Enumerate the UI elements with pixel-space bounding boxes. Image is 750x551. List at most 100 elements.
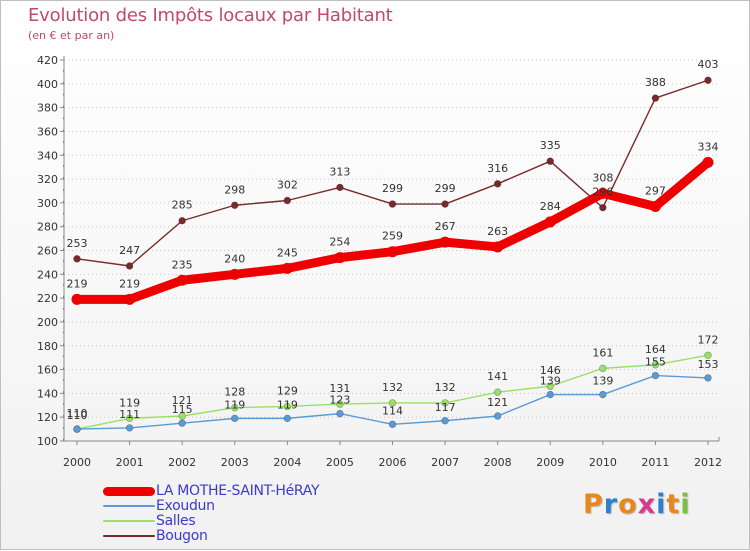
logo-letter: P — [583, 489, 604, 520]
legend-swatch — [103, 535, 155, 537]
data-point — [492, 241, 504, 253]
data-label: 153 — [698, 358, 719, 371]
data-label: 117 — [435, 401, 456, 414]
x-tick-label: 2005 — [326, 456, 354, 469]
data-point — [283, 402, 292, 411]
x-tick-label: 2002 — [168, 456, 196, 469]
data-point — [651, 361, 660, 369]
data-label: 253 — [67, 237, 88, 250]
data-label: 240 — [224, 252, 245, 265]
data-point — [231, 414, 239, 423]
y-tick-label: 340 — [37, 149, 58, 162]
data-point — [125, 424, 134, 432]
data-point — [388, 200, 397, 208]
data-point — [231, 201, 239, 209]
chart-title: Evolution des Impôts locaux par Habitant — [28, 5, 393, 26]
x-tick-label: 2009 — [536, 456, 564, 469]
data-label: 335 — [540, 139, 561, 152]
y-tick-label: 360 — [37, 125, 58, 138]
data-label: 141 — [487, 370, 508, 383]
y-tick-label: 300 — [37, 197, 58, 210]
y-tick-label: 240 — [37, 268, 58, 281]
data-label: 308 — [592, 171, 613, 184]
data-point — [283, 196, 292, 205]
series-la-mothe-saint-h-ray — [71, 156, 714, 305]
data-label: 299 — [435, 182, 456, 195]
data-point — [439, 236, 451, 248]
chart-subtitle: (en € et par an) — [28, 29, 115, 42]
data-point — [388, 399, 397, 407]
logo-letter: x — [637, 489, 657, 520]
data-point — [651, 371, 660, 380]
proxiti-logo: Proxiti — [583, 489, 691, 520]
data-label: 114 — [382, 404, 403, 417]
logo-letter: i — [680, 489, 691, 520]
x-tick-label: 2006 — [379, 456, 407, 469]
y-tick-label: 120 — [37, 411, 58, 424]
x-tick-label: 2001 — [116, 456, 144, 469]
data-label: 299 — [382, 182, 403, 195]
data-label: 298 — [224, 183, 245, 196]
data-label: 302 — [277, 178, 298, 191]
data-point — [599, 203, 607, 212]
data-point — [178, 217, 186, 225]
data-point — [73, 425, 81, 433]
data-point — [441, 399, 449, 407]
data-point — [71, 293, 83, 305]
x-tick-label: 2007 — [431, 456, 459, 469]
data-point — [493, 180, 502, 188]
data-point — [544, 216, 556, 228]
data-point — [704, 374, 712, 382]
data-label: 146 — [540, 364, 561, 377]
y-tick-label: 180 — [37, 340, 58, 353]
data-point — [125, 262, 134, 270]
data-label: 254 — [329, 236, 350, 249]
y-tick-label: 280 — [37, 221, 58, 234]
data-label: 297 — [645, 184, 666, 197]
legend-label: LA MOTHE-SAINT-HéRAY — [156, 483, 320, 499]
data-label: 313 — [329, 165, 350, 178]
data-point — [387, 246, 398, 258]
logo-letter: r — [603, 489, 619, 520]
legend-swatch — [103, 520, 155, 522]
data-label: 164 — [645, 343, 666, 356]
y-tick-label: 140 — [37, 387, 58, 400]
data-label: 284 — [540, 200, 561, 213]
data-point — [704, 351, 712, 359]
data-point — [704, 76, 712, 84]
data-label: 115 — [172, 403, 193, 416]
data-label: 285 — [172, 199, 193, 212]
data-point — [229, 268, 241, 280]
logo-letter: o — [618, 489, 638, 520]
data-point — [702, 156, 714, 168]
data-point — [546, 390, 554, 399]
data-point — [336, 400, 344, 408]
data-point — [493, 388, 502, 396]
data-point — [546, 157, 554, 165]
data-label: 129 — [277, 384, 298, 397]
data-point — [125, 414, 134, 423]
legend-swatch — [103, 505, 155, 507]
data-point — [178, 412, 186, 420]
data-label: 388 — [645, 76, 666, 89]
y-tick-label: 220 — [37, 292, 58, 305]
series-bougon — [73, 76, 712, 270]
y-tick-label: 400 — [37, 78, 58, 91]
data-point — [599, 390, 607, 399]
data-point — [73, 255, 81, 263]
logo-letter: t — [666, 489, 681, 520]
data-point — [336, 409, 344, 418]
data-point — [388, 420, 397, 429]
x-tick-label: 2012 — [694, 456, 722, 469]
data-point — [231, 403, 239, 412]
data-label: 235 — [172, 258, 193, 271]
data-label: 119 — [224, 398, 245, 411]
data-label: 121 — [487, 396, 508, 409]
data-label: 161 — [592, 346, 613, 359]
data-point — [441, 417, 449, 425]
data-label: 155 — [645, 356, 666, 369]
x-tick-label: 2004 — [273, 456, 301, 469]
legend-label: Salles — [156, 513, 196, 529]
data-label: 119 — [119, 396, 140, 409]
